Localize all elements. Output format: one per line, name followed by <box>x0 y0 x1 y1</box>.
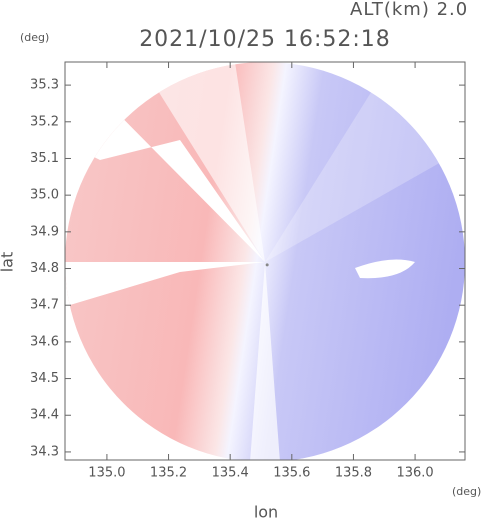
x-tick-label: 135.0 <box>88 466 125 481</box>
y-tick-label: 34.5 <box>30 371 59 386</box>
x-axis-label: lon <box>254 503 278 521</box>
x-tick-label: 135.6 <box>273 466 310 481</box>
y-tick-label: 34.9 <box>30 224 59 239</box>
plot-frame <box>64 61 466 461</box>
chart-title: 2021/10/25 16:52:18 <box>139 27 391 52</box>
y-tick-label: 35.2 <box>30 114 59 129</box>
x-tick-label: 135.4 <box>212 466 249 481</box>
x-unit: (deg) <box>452 485 481 498</box>
y-tick-label: 35.0 <box>30 188 59 203</box>
y-tick-label: 35.3 <box>30 78 59 93</box>
y-tick-label: 34.6 <box>30 334 59 349</box>
y-tick-label: 34.4 <box>30 408 59 423</box>
x-tick-label: 136.0 <box>396 466 433 481</box>
annotation: ALT(km) 2.0 <box>350 0 468 20</box>
radar-site <box>265 263 269 267</box>
y-unit: (deg) <box>20 31 49 44</box>
y-tick-label: 35.1 <box>30 151 59 166</box>
y-tick-label: 34.7 <box>30 298 59 313</box>
y-axis-label: lat <box>0 252 17 273</box>
radar-field <box>65 62 465 460</box>
y-tick-label: 34.8 <box>30 261 59 276</box>
x-tick-label: 135.2 <box>150 466 187 481</box>
x-tick-label: 135.8 <box>335 466 372 481</box>
y-tick-label: 34.3 <box>30 444 59 459</box>
